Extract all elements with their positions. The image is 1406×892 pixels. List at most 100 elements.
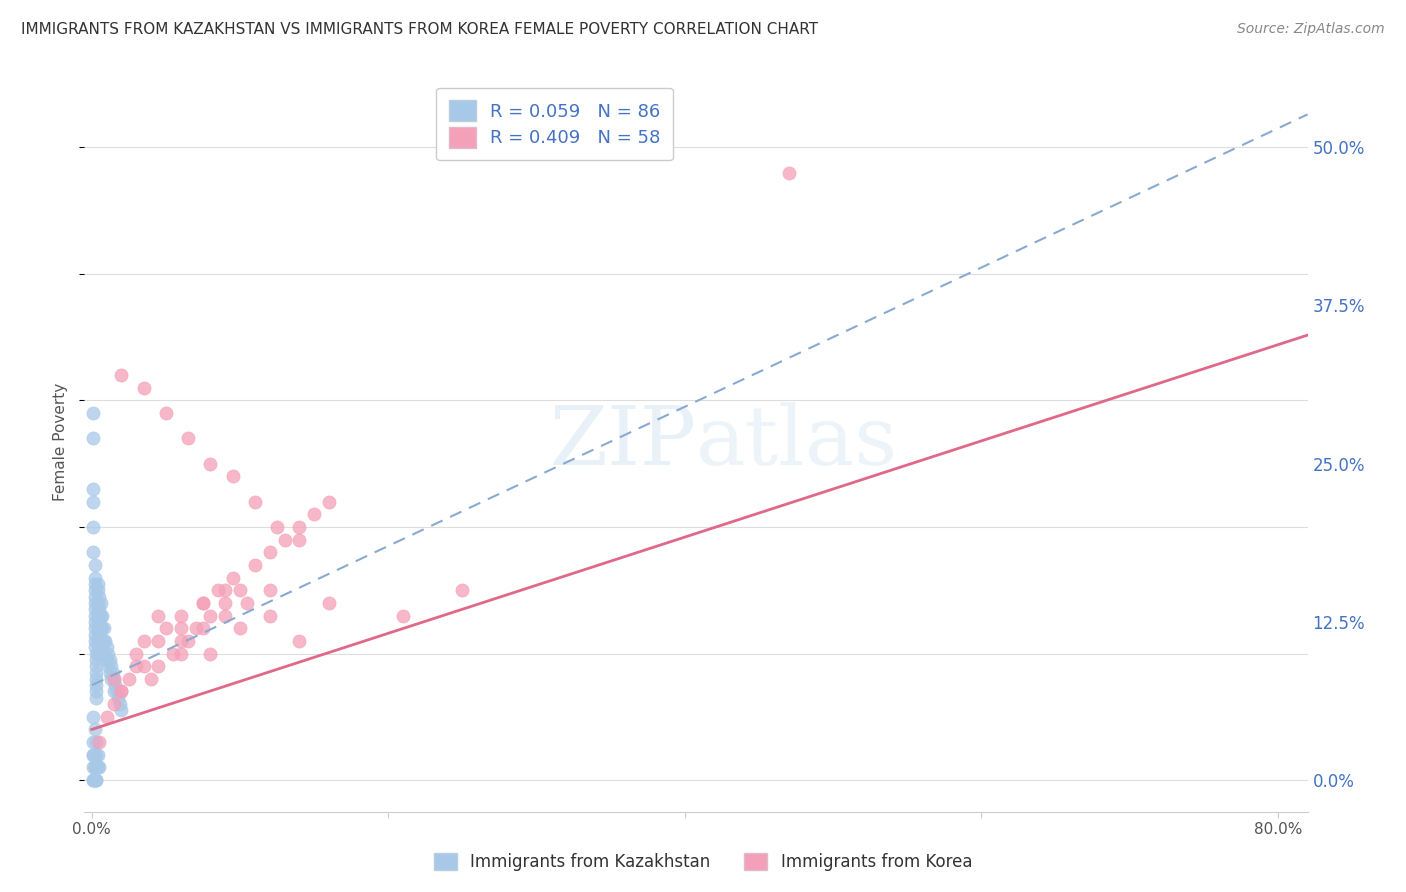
Point	[259, 583, 281, 598]
Point	[104, 678, 127, 692]
Point	[84, 678, 107, 692]
Point	[139, 672, 162, 686]
Point	[82, 520, 104, 534]
Point	[103, 684, 125, 698]
Point	[86, 647, 108, 661]
Point	[82, 406, 104, 420]
Point	[108, 697, 131, 711]
Point	[288, 520, 311, 534]
Point	[86, 747, 108, 762]
Point	[103, 672, 125, 686]
Point	[778, 166, 800, 180]
Point	[83, 760, 105, 774]
Point	[132, 659, 155, 673]
Point	[89, 590, 111, 604]
Point	[318, 596, 340, 610]
Point	[83, 596, 105, 610]
Point	[83, 558, 105, 572]
Point	[243, 558, 266, 572]
Point	[84, 690, 107, 705]
Point	[451, 583, 474, 598]
Point	[170, 608, 193, 623]
Point	[162, 647, 184, 661]
Point	[86, 621, 108, 635]
Point	[96, 653, 118, 667]
Point	[82, 431, 104, 445]
Point	[84, 773, 107, 788]
Point	[90, 621, 112, 635]
Y-axis label: Female Poverty: Female Poverty	[53, 383, 69, 500]
Point	[82, 773, 104, 788]
Point	[86, 596, 108, 610]
Point	[243, 494, 266, 508]
Point	[89, 615, 111, 629]
Point	[100, 659, 122, 673]
Point	[229, 621, 252, 635]
Point	[91, 608, 114, 623]
Point	[288, 633, 311, 648]
Text: Source: ZipAtlas.com: Source: ZipAtlas.com	[1237, 22, 1385, 37]
Point	[221, 469, 243, 483]
Point	[214, 596, 236, 610]
Point	[392, 608, 415, 623]
Point	[89, 760, 111, 774]
Text: atlas: atlas	[696, 401, 898, 482]
Point	[118, 672, 141, 686]
Point	[200, 647, 222, 661]
Point	[97, 647, 120, 661]
Point	[84, 647, 107, 661]
Point	[94, 647, 117, 661]
Point	[84, 653, 107, 667]
Point	[91, 633, 114, 648]
Point	[84, 760, 107, 774]
Point	[83, 608, 105, 623]
Point	[184, 621, 207, 635]
Point	[82, 747, 104, 762]
Point	[273, 533, 295, 547]
Point	[110, 703, 132, 717]
Point	[93, 621, 115, 635]
Point	[97, 659, 120, 673]
Point	[83, 583, 105, 598]
Point	[86, 760, 108, 774]
Point	[105, 684, 128, 698]
Point	[83, 571, 105, 585]
Point	[94, 633, 117, 648]
Point	[170, 621, 193, 635]
Point	[177, 431, 200, 445]
Point	[84, 672, 107, 686]
Point	[170, 647, 193, 661]
Point	[110, 684, 132, 698]
Text: ZIP: ZIP	[548, 401, 696, 482]
Point	[83, 627, 105, 641]
Point	[229, 583, 252, 598]
Point	[82, 545, 104, 559]
Point	[82, 482, 104, 496]
Point	[302, 508, 325, 522]
Point	[82, 747, 104, 762]
Point	[82, 735, 104, 749]
Legend: R = 0.059   N = 86, R = 0.409   N = 58: R = 0.059 N = 86, R = 0.409 N = 58	[436, 87, 673, 161]
Point	[288, 533, 311, 547]
Point	[318, 494, 340, 508]
Point	[84, 735, 107, 749]
Point	[89, 602, 111, 616]
Point	[155, 621, 177, 635]
Point	[91, 621, 114, 635]
Point	[125, 659, 148, 673]
Point	[83, 615, 105, 629]
Point	[83, 760, 105, 774]
Text: IMMIGRANTS FROM KAZAKHSTAN VS IMMIGRANTS FROM KOREA FEMALE POVERTY CORRELATION C: IMMIGRANTS FROM KAZAKHSTAN VS IMMIGRANTS…	[21, 22, 818, 37]
Point	[83, 773, 105, 788]
Point	[84, 665, 107, 680]
Point	[200, 608, 222, 623]
Point	[107, 690, 129, 705]
Point	[82, 494, 104, 508]
Point	[103, 672, 125, 686]
Point	[155, 406, 177, 420]
Point	[191, 621, 214, 635]
Point	[89, 640, 111, 655]
Point	[82, 760, 104, 774]
Point	[83, 773, 105, 788]
Point	[89, 627, 111, 641]
